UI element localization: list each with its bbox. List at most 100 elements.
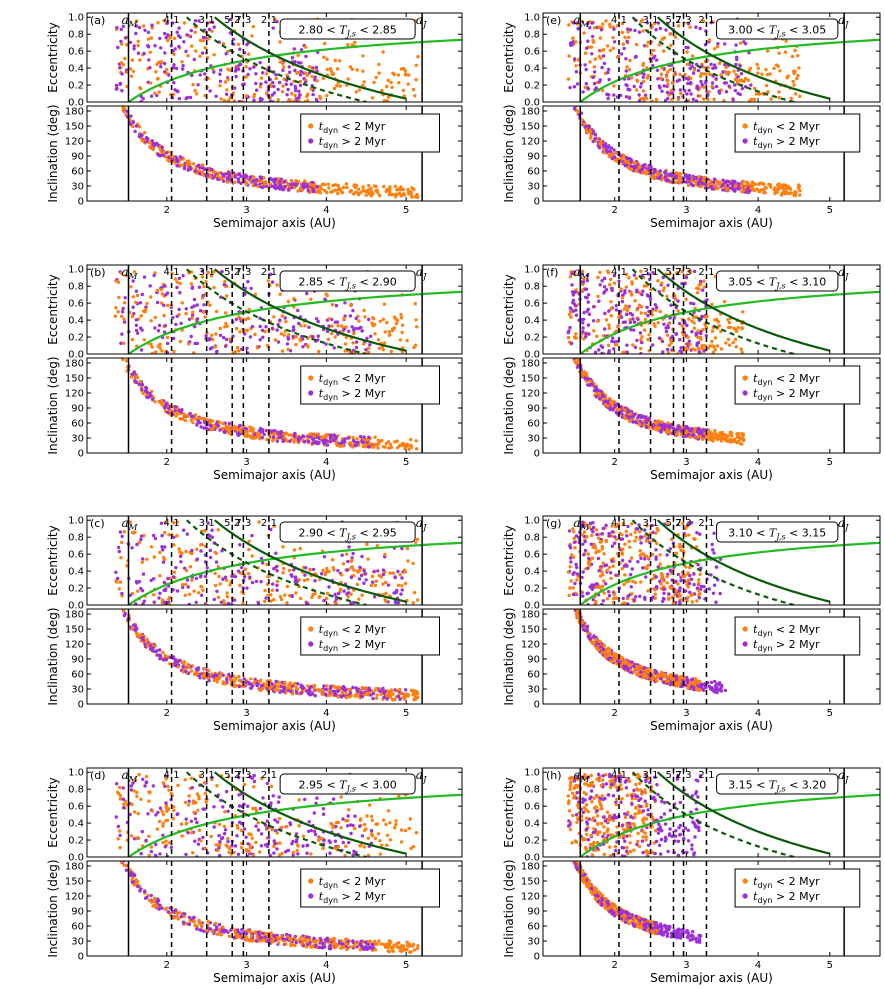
inc-point bbox=[374, 696, 379, 700]
ecc-point bbox=[154, 813, 158, 817]
ecc-point bbox=[200, 269, 205, 273]
inc-point bbox=[392, 943, 396, 947]
inc-point bbox=[289, 686, 293, 690]
inc-point bbox=[117, 347, 120, 350]
ecc-point bbox=[161, 548, 165, 552]
ecc-point bbox=[203, 46, 207, 50]
ecc-point bbox=[175, 520, 179, 524]
ecc-point bbox=[341, 840, 345, 845]
inc-point bbox=[124, 868, 129, 872]
ecc-point bbox=[653, 21, 657, 25]
ecc-point bbox=[347, 545, 351, 549]
ecc-point bbox=[195, 820, 199, 825]
ecc-point bbox=[594, 86, 598, 90]
inc-point bbox=[111, 828, 114, 831]
ecc-point bbox=[639, 81, 644, 86]
inc-point bbox=[260, 430, 264, 434]
inc-point bbox=[332, 433, 336, 437]
ecc-point bbox=[208, 89, 212, 93]
inc-point bbox=[237, 424, 241, 429]
ecc-point bbox=[245, 328, 249, 333]
ecc-point bbox=[633, 28, 637, 33]
ecc-point bbox=[359, 573, 364, 578]
ecc-point bbox=[711, 66, 715, 71]
ecc-point bbox=[361, 54, 365, 58]
ecc-point bbox=[369, 829, 374, 833]
ecc-point bbox=[714, 66, 718, 70]
ecc-point bbox=[137, 540, 142, 545]
ecc-point bbox=[237, 804, 242, 808]
ecc-point bbox=[365, 814, 369, 818]
inc-point bbox=[328, 440, 332, 444]
ecc-point bbox=[349, 303, 353, 308]
inc-point bbox=[175, 164, 179, 168]
ecc-point bbox=[165, 303, 170, 308]
inc-point bbox=[270, 940, 274, 944]
inc-point bbox=[195, 423, 199, 427]
ecc-point bbox=[353, 826, 357, 831]
ecc-point bbox=[224, 321, 228, 326]
ecc-point bbox=[163, 530, 167, 535]
ecc-point bbox=[189, 270, 194, 274]
inc-point bbox=[329, 684, 333, 688]
inc-point bbox=[256, 930, 261, 934]
xtick-label: 5 bbox=[403, 708, 409, 719]
ecc-axis-title: Eccentricity bbox=[46, 777, 60, 847]
ecc-point bbox=[381, 348, 385, 352]
ecc-point bbox=[269, 801, 273, 805]
ecc-point bbox=[202, 303, 206, 307]
ecc-point bbox=[374, 75, 378, 80]
inc-point bbox=[321, 941, 325, 946]
inc-point bbox=[164, 658, 168, 662]
inc-point bbox=[385, 942, 389, 947]
ecc-point bbox=[154, 842, 158, 847]
ecc-point bbox=[321, 846, 325, 851]
ecc-point bbox=[274, 76, 278, 81]
ecc-point bbox=[365, 542, 369, 546]
ecc-point bbox=[362, 828, 367, 833]
inc-point bbox=[163, 653, 167, 658]
ecc-point bbox=[176, 34, 181, 38]
ecc-point bbox=[600, 88, 605, 93]
ecc-point bbox=[223, 810, 227, 814]
ecc-point bbox=[114, 815, 119, 819]
ecc-point bbox=[187, 602, 191, 605]
ecc-point bbox=[239, 841, 244, 846]
ecc-ytick-label: 1.0 bbox=[68, 516, 84, 527]
ecc-point bbox=[216, 595, 221, 600]
ecc-point bbox=[383, 552, 387, 557]
ecc-point bbox=[313, 832, 318, 837]
inc-point bbox=[228, 174, 232, 178]
ecc-point bbox=[195, 303, 199, 307]
ecc-point bbox=[271, 794, 275, 798]
inc-point bbox=[374, 184, 378, 189]
inc-point bbox=[143, 889, 147, 894]
ecc-point bbox=[333, 592, 337, 597]
ecc-point bbox=[256, 602, 261, 605]
inc-point bbox=[148, 145, 152, 149]
ecc-point bbox=[699, 79, 703, 84]
ecc-point bbox=[139, 326, 143, 330]
ecc-point bbox=[209, 274, 214, 278]
ecc-point bbox=[740, 86, 745, 91]
legend-box bbox=[300, 616, 440, 656]
inc-point bbox=[353, 444, 358, 448]
inc-point bbox=[227, 672, 231, 677]
ecc-point bbox=[675, 79, 680, 83]
ecc-point bbox=[275, 19, 279, 24]
ecc-point bbox=[175, 280, 179, 284]
ecc-point bbox=[272, 524, 276, 528]
ecc-point bbox=[764, 83, 769, 88]
inc-point bbox=[206, 676, 210, 680]
jupiter-hill-curve bbox=[185, 519, 367, 605]
ecc-point bbox=[793, 48, 797, 53]
inc-point bbox=[385, 697, 389, 701]
inc-point bbox=[128, 122, 133, 126]
ecc-point bbox=[156, 810, 160, 815]
inc-point bbox=[283, 681, 287, 685]
ecc-point bbox=[293, 68, 297, 73]
inc-point bbox=[328, 436, 332, 440]
inc-point bbox=[397, 941, 401, 945]
ecc-point bbox=[296, 70, 301, 75]
